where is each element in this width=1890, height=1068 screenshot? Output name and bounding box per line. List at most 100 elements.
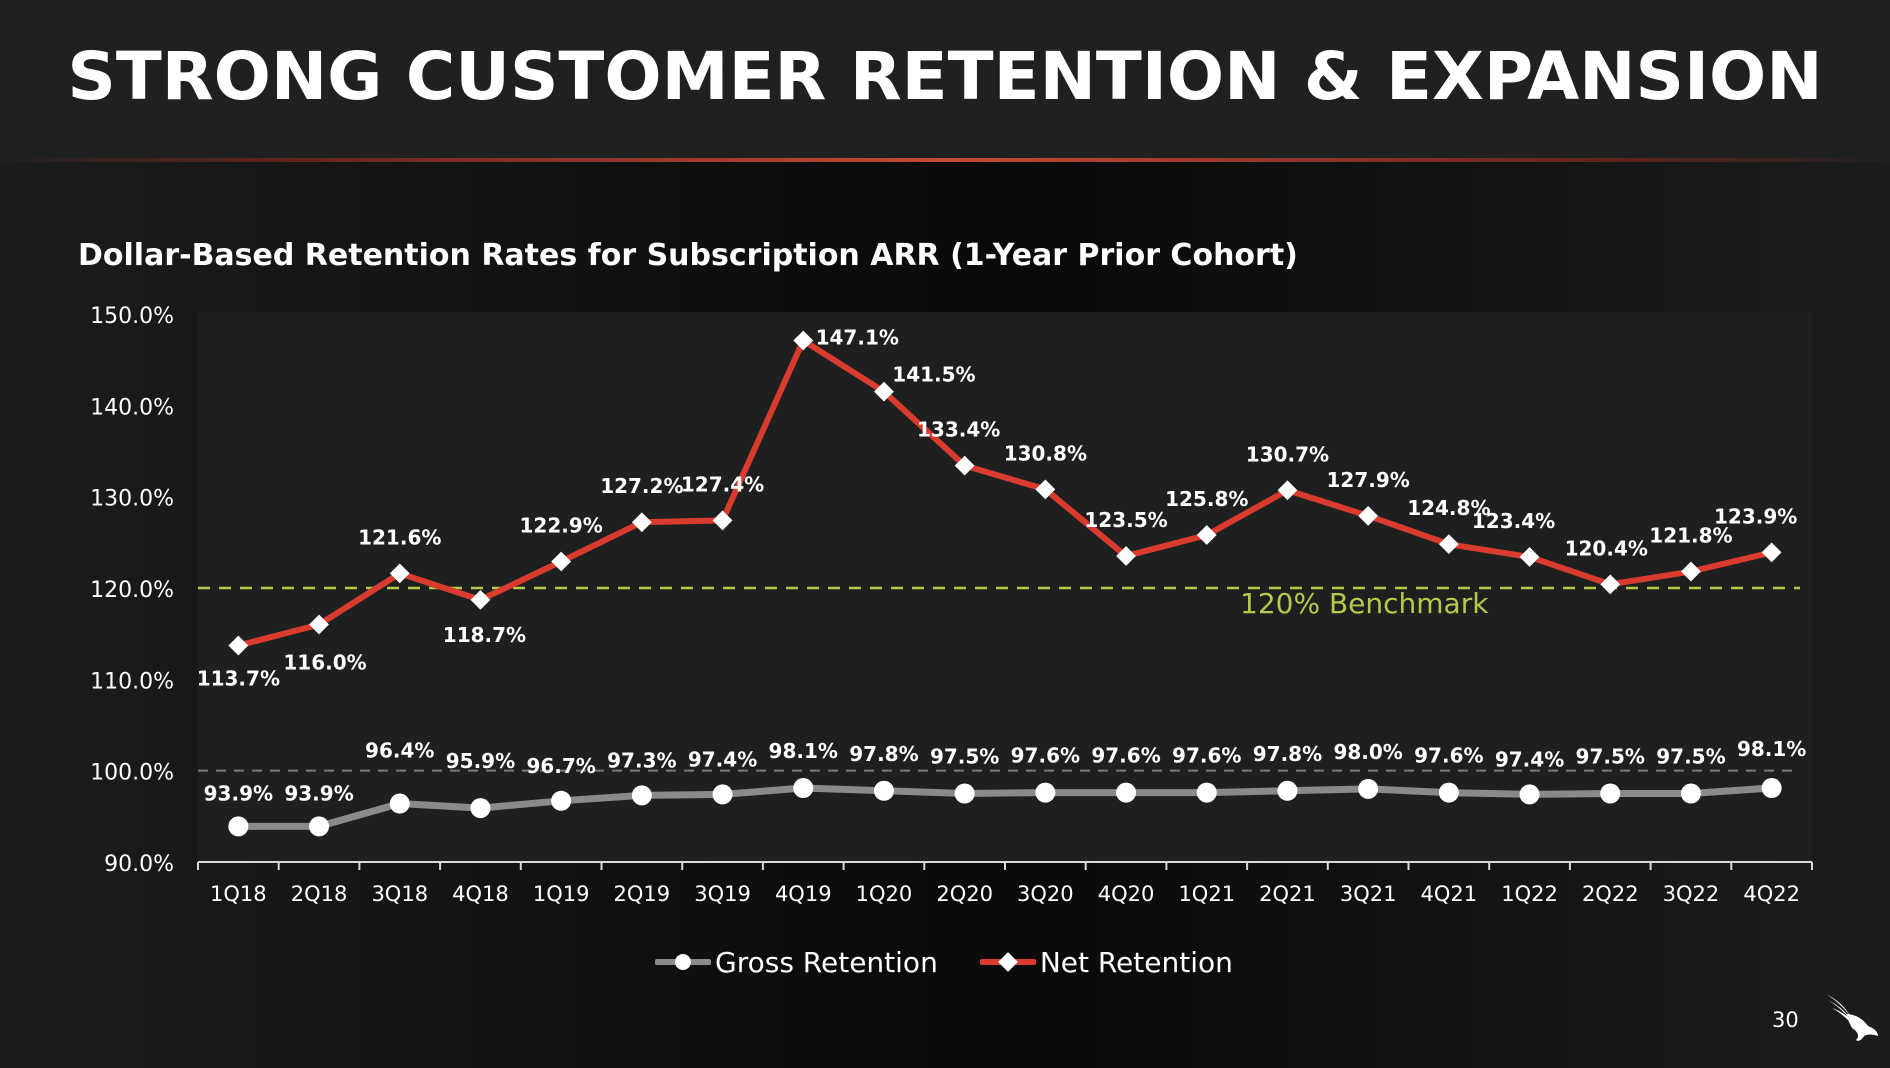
y-tick-label: 150.0% — [90, 304, 174, 329]
gross-retention-point — [228, 816, 249, 837]
x-tick-label: 4Q20 — [1098, 882, 1155, 906]
net-retention-point — [1035, 479, 1056, 500]
x-tick-label: 1Q22 — [1501, 882, 1558, 906]
net-data-label: 141.5% — [892, 363, 975, 387]
data-labels: 93.9% 93.9% 96.4% 95.9% 96.7% 97.3% 97.4% 98.1%… — [197, 325, 1807, 805]
legend-label-net: Net Retention — [1039, 945, 1233, 979]
net-retention-point — [954, 455, 975, 476]
net-retention-point — [1358, 505, 1379, 526]
gross-retention-point — [954, 783, 975, 804]
net-retention-point — [389, 563, 410, 584]
gross-data-label: 97.8% — [1253, 742, 1322, 766]
gross-retention-point — [712, 784, 733, 805]
y-tick-label: 130.0% — [90, 487, 174, 512]
net-retention-point — [1196, 525, 1217, 545]
net-data-label: 121.6% — [358, 525, 441, 549]
gross-retention-point — [1196, 782, 1217, 803]
net-data-label: 122.9% — [519, 514, 602, 538]
gross-retention-point — [793, 778, 814, 799]
y-tick-label: 110.0% — [90, 669, 174, 694]
legend-net-swatch-icon — [979, 952, 1036, 972]
net-data-label: 116.0% — [283, 651, 366, 675]
x-tick-label: 1Q20 — [856, 882, 913, 906]
gross-retention-line — [238, 784, 1772, 830]
net-retention-line — [237, 336, 1773, 649]
gross-retention-point — [873, 780, 894, 801]
gross-data-label: 97.4% — [688, 747, 757, 771]
net-data-label: 124.8% — [1407, 496, 1490, 520]
gross-data-label: 97.4% — [1495, 747, 1564, 771]
gross-retention-point — [470, 798, 491, 819]
chart-title: Dollar-Based Retention Rates for Subscri… — [78, 238, 1298, 273]
slide-header: STRONG CUSTOMER RETENTION & EXPANSION — [0, 0, 1890, 160]
x-tick-label: 1Q21 — [1178, 882, 1235, 906]
net-retention-point — [1438, 534, 1459, 555]
legend-item-gross: Gross Retention — [655, 946, 938, 979]
gross-retention-point — [1600, 783, 1621, 804]
x-tick-label: 2Q18 — [291, 882, 348, 906]
y-tick-label: 120.0% — [90, 578, 174, 603]
net-retention-point — [874, 381, 894, 402]
x-tick-label: 3Q22 — [1663, 882, 1720, 906]
net-data-label: 130.7% — [1246, 442, 1329, 466]
gross-data-label: 97.3% — [607, 748, 676, 772]
page-number: 30 — [1772, 1008, 1799, 1032]
gross-retention-point — [631, 785, 652, 806]
net-retention-point — [793, 330, 814, 351]
x-tick-label: 4Q18 — [452, 882, 509, 906]
net-retention-point — [309, 614, 329, 635]
gross-retention-point — [551, 790, 572, 811]
net-retention-point — [470, 589, 491, 610]
net-retention-point — [1600, 574, 1621, 595]
gross-data-label: 96.7% — [526, 754, 595, 778]
net-data-label: 127.2% — [600, 474, 683, 498]
net-data-label: 113.7% — [197, 667, 280, 691]
gross-data-label: 97.6% — [1011, 744, 1080, 768]
gross-retention-point — [1438, 782, 1459, 803]
net-retention-point — [1519, 547, 1540, 567]
net-data-label: 133.4% — [917, 418, 1000, 442]
net-data-label: 123.4% — [1472, 509, 1555, 533]
net-retention-point — [1277, 480, 1298, 501]
gross-retention-point — [389, 793, 410, 814]
x-tick-label: 4Q21 — [1421, 882, 1478, 906]
net-data-label: 125.8% — [1165, 487, 1248, 511]
y-tick-label: 100.0% — [90, 761, 174, 786]
gross-data-label: 97.8% — [849, 742, 918, 766]
gross-data-label: 98.0% — [1333, 740, 1402, 764]
net-data-label: 123.9% — [1714, 504, 1797, 528]
net-data-label: 147.1% — [816, 325, 899, 349]
gross-data-label: 95.9% — [446, 749, 515, 773]
x-tick-label: 2Q22 — [1582, 882, 1639, 906]
x-tick-label: 3Q21 — [1340, 882, 1397, 906]
x-tick-label: 4Q19 — [775, 882, 832, 906]
x-tick-label: 3Q18 — [371, 882, 428, 906]
net-data-label: 127.9% — [1326, 468, 1409, 492]
series-net-retention — [228, 330, 1782, 656]
header-divider-glow — [0, 158, 1890, 162]
net-retention-point — [1761, 542, 1782, 563]
net-retention-point — [1681, 561, 1701, 582]
y-axis-ticks: 90.0% 100.0% 110.0% 120.0% 130.0% 140.0% 150.0… — [90, 304, 174, 877]
x-tick-label: 2Q19 — [614, 882, 671, 906]
net-data-label: 127.4% — [681, 472, 764, 496]
gross-retention-point — [1519, 784, 1540, 805]
reference-lines: 120% Benchmark — [198, 586, 1800, 772]
falcon-logo-icon — [1826, 994, 1878, 1041]
net-data-label: 120.4% — [1565, 536, 1648, 560]
net-retention-point — [551, 551, 572, 572]
net-data-label: 130.8% — [1004, 441, 1087, 465]
y-tick-label: 90.0% — [104, 852, 174, 877]
gross-data-label: 98.1% — [769, 739, 838, 763]
gross-retention-point — [1116, 782, 1137, 803]
legend-gross-swatch-icon — [655, 954, 711, 970]
x-tick-label: 3Q20 — [1017, 882, 1074, 906]
net-data-label: 121.8% — [1649, 524, 1732, 548]
gross-retention-point — [1761, 778, 1782, 799]
net-data-label: 118.7% — [443, 623, 526, 647]
gross-data-label: 97.5% — [1576, 745, 1645, 769]
legend-label-gross: Gross Retention — [715, 945, 938, 979]
net-retention-point — [712, 510, 733, 531]
x-tick-label: 2Q21 — [1259, 882, 1316, 906]
